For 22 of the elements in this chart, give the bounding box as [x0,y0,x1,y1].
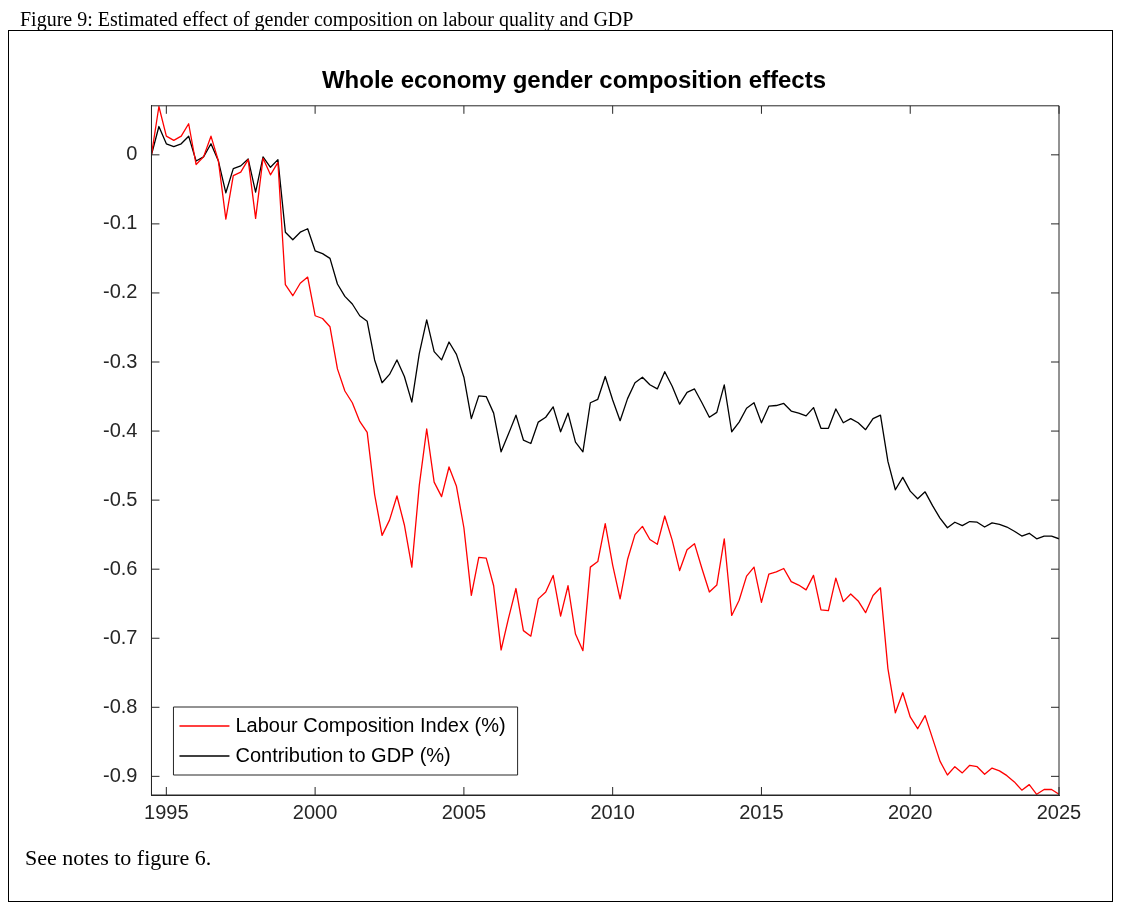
x-tick-label: 2005 [441,800,487,823]
text: See notes to figure 6. [24,844,213,872]
y-tick-label: -0.4 [102,418,138,441]
y-tick-label: -0.5 [102,487,138,510]
x-tick-label: 2000 [292,800,338,823]
y-tick-label: -0.6 [102,556,138,579]
legend-label: Contribution to GDP (%) [235,743,451,766]
x-tick-label: 1995 [144,800,189,823]
y-tick-label: 0 [126,142,138,165]
x-tick-label: 2010 [590,800,635,823]
y-tick-label: -0.1 [102,211,138,234]
legend-label: Labour Composition Index (%) [235,713,506,736]
y-tick-label: -0.3 [102,349,138,372]
chart-title: Whole economy gender composition effects [321,66,827,94]
y-tick-label: -0.9 [102,763,138,786]
y-tick-label: -0.7 [102,625,138,648]
caption: Figure 9: Estimated effect of gender composition on labour quality and GDP [19,8,635,30]
x-tick-label: 2020 [887,800,933,823]
x-tick-label: 2015 [739,800,784,823]
x-tick-label: 2025 [1036,800,1082,823]
y-tick-label: -0.8 [102,694,138,717]
y-tick-label: -0.2 [102,280,138,303]
